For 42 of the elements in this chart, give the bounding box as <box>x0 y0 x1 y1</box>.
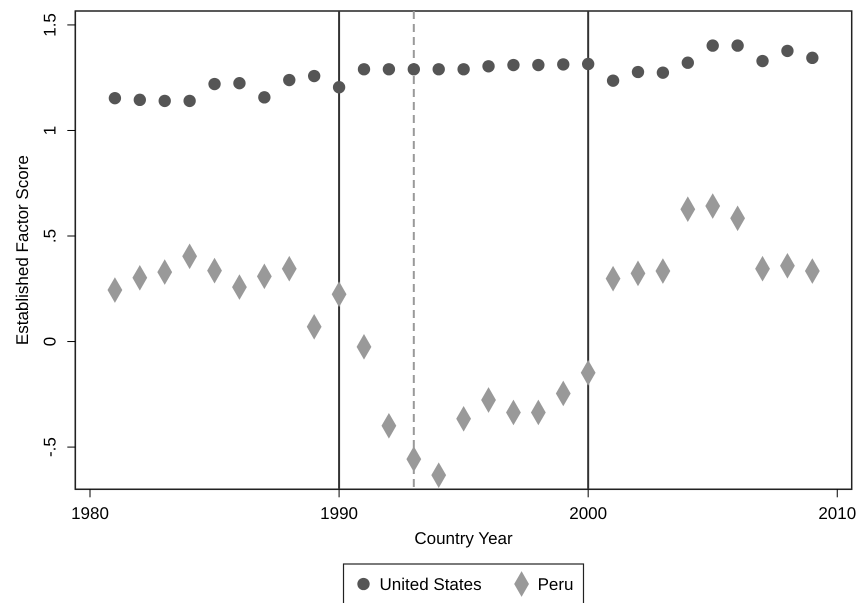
point <box>532 58 545 72</box>
point <box>283 74 296 86</box>
point <box>632 66 644 78</box>
point <box>457 63 470 76</box>
point <box>606 74 620 87</box>
legend-label: United States <box>380 575 482 594</box>
y-tick-label: 1.5 <box>40 13 60 37</box>
x-tick-label: 1990 <box>320 504 358 523</box>
point <box>258 91 271 104</box>
point <box>308 70 320 82</box>
point <box>208 78 221 90</box>
point <box>731 39 744 52</box>
point <box>108 92 122 104</box>
point <box>158 94 171 108</box>
y-tick-label: 0 <box>40 336 60 346</box>
point <box>432 63 445 76</box>
point <box>408 63 420 76</box>
point <box>656 66 670 79</box>
point <box>557 58 570 71</box>
x-axis-title: Country Year <box>414 529 513 548</box>
y-tick-label: 1 <box>40 126 60 136</box>
point <box>332 81 346 94</box>
point <box>482 60 495 72</box>
point <box>382 63 396 76</box>
y-tick-label: -.5 <box>40 437 60 458</box>
point <box>682 56 694 69</box>
y-axis-title: Established Factor Score <box>13 155 32 346</box>
point <box>706 39 719 52</box>
point <box>183 94 196 108</box>
legend-label: Peru <box>538 575 574 594</box>
point <box>358 63 370 76</box>
x-tick-label: 2010 <box>818 504 856 523</box>
y-tick-label: .5 <box>40 228 60 244</box>
point <box>507 58 520 72</box>
point <box>806 52 819 64</box>
point <box>582 58 594 70</box>
x-tick-label: 1980 <box>71 504 109 523</box>
point <box>781 44 794 58</box>
point <box>756 54 769 68</box>
x-tick-label: 2000 <box>569 504 608 523</box>
point <box>134 94 146 106</box>
point <box>233 77 246 90</box>
